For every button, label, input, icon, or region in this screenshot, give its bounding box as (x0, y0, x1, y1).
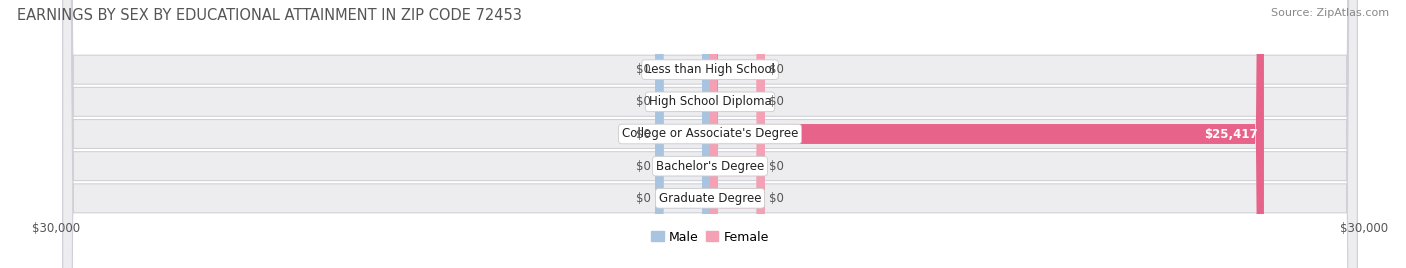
Text: High School Diploma: High School Diploma (648, 95, 772, 108)
FancyBboxPatch shape (63, 0, 1357, 268)
FancyBboxPatch shape (655, 0, 710, 268)
FancyBboxPatch shape (655, 0, 710, 268)
Text: College or Associate's Degree: College or Associate's Degree (621, 128, 799, 140)
Text: $0: $0 (769, 192, 783, 205)
FancyBboxPatch shape (63, 0, 1357, 268)
Text: $0: $0 (769, 63, 783, 76)
Text: $0: $0 (637, 192, 651, 205)
Text: Less than High School: Less than High School (645, 63, 775, 76)
Text: Bachelor's Degree: Bachelor's Degree (657, 160, 763, 173)
FancyBboxPatch shape (710, 0, 765, 268)
FancyBboxPatch shape (63, 0, 1357, 268)
Text: EARNINGS BY SEX BY EDUCATIONAL ATTAINMENT IN ZIP CODE 72453: EARNINGS BY SEX BY EDUCATIONAL ATTAINMEN… (17, 8, 522, 23)
FancyBboxPatch shape (655, 0, 710, 268)
Text: Graduate Degree: Graduate Degree (659, 192, 761, 205)
FancyBboxPatch shape (710, 0, 765, 268)
Text: $0: $0 (637, 63, 651, 76)
FancyBboxPatch shape (655, 0, 710, 268)
FancyBboxPatch shape (655, 0, 710, 268)
Text: $0: $0 (769, 95, 783, 108)
FancyBboxPatch shape (710, 0, 765, 268)
FancyBboxPatch shape (710, 0, 1264, 268)
Text: $0: $0 (637, 160, 651, 173)
Legend: Male, Female: Male, Female (651, 230, 769, 244)
FancyBboxPatch shape (63, 0, 1357, 268)
Text: $0: $0 (637, 128, 651, 140)
Text: $0: $0 (637, 95, 651, 108)
FancyBboxPatch shape (710, 0, 765, 268)
Text: $0: $0 (769, 160, 783, 173)
FancyBboxPatch shape (63, 0, 1357, 268)
Text: Source: ZipAtlas.com: Source: ZipAtlas.com (1271, 8, 1389, 18)
Text: $25,417: $25,417 (1204, 128, 1257, 140)
